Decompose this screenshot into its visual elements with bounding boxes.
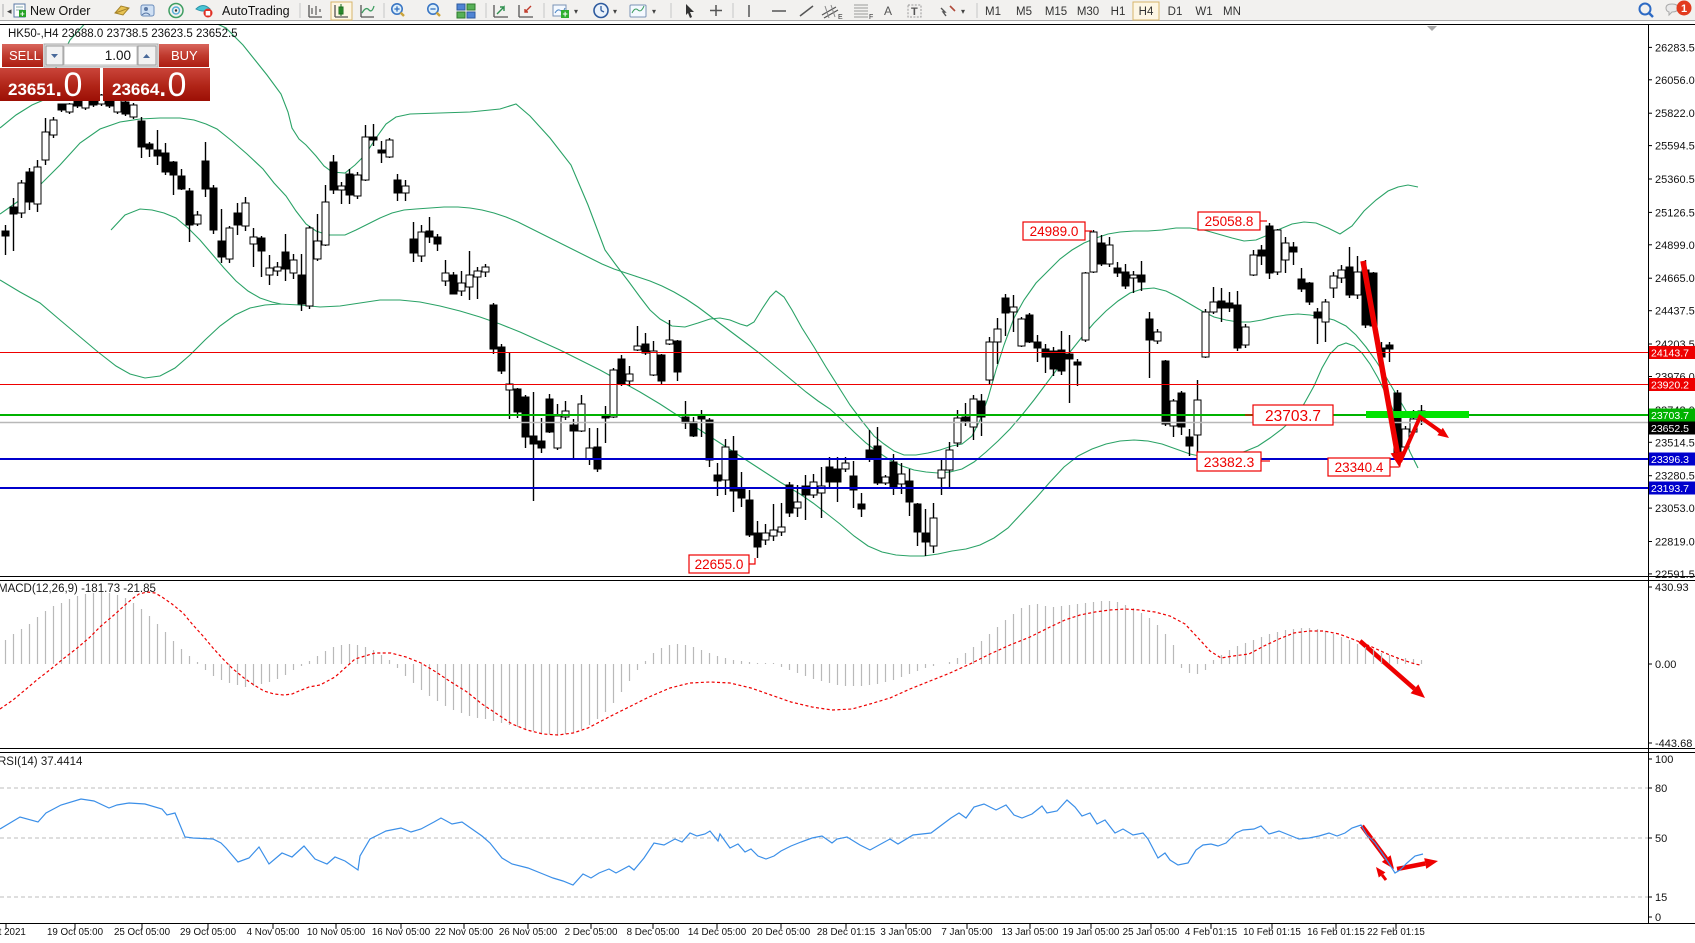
svg-text:F: F [869, 14, 873, 21]
svg-text:22591.5: 22591.5 [1655, 569, 1695, 581]
svg-text:10 Feb 01:15: 10 Feb 01:15 [1243, 927, 1301, 938]
svg-text:23651: 23651 [8, 80, 55, 99]
svg-text:10 Nov 05:00: 10 Nov 05:00 [307, 927, 366, 938]
svg-text:D1: D1 [1168, 6, 1183, 18]
svg-text:New Order: New Order [30, 4, 90, 18]
svg-text:23703.7: 23703.7 [1651, 410, 1689, 422]
svg-text:25 Jan 05:00: 25 Jan 05:00 [1123, 927, 1180, 938]
svg-text:H4: H4 [1139, 6, 1154, 18]
svg-text:3 Jan 05:00: 3 Jan 05:00 [880, 927, 932, 938]
svg-text:4 Feb 01:15: 4 Feb 01:15 [1185, 927, 1238, 938]
svg-text:13 Jan 05:00: 13 Jan 05:00 [1002, 927, 1059, 938]
svg-text:24665.0: 24665.0 [1655, 273, 1695, 285]
svg-text:23514.5: 23514.5 [1655, 437, 1695, 449]
svg-text:14 Dec 05:00: 14 Dec 05:00 [688, 927, 747, 938]
svg-text:23340.4: 23340.4 [1335, 460, 1384, 475]
svg-text:26 Nov 05:00: 26 Nov 05:00 [499, 927, 558, 938]
svg-text:4 Nov 05:00: 4 Nov 05:00 [247, 927, 300, 938]
svg-text:AutoTrading: AutoTrading [222, 4, 290, 18]
svg-text:BUY: BUY [171, 48, 198, 63]
svg-text:T: T [911, 6, 918, 18]
svg-text:24899.0: 24899.0 [1655, 240, 1695, 252]
svg-text:0: 0 [1655, 912, 1661, 924]
svg-text:25822.0: 25822.0 [1655, 108, 1695, 120]
svg-text:▾: ▾ [652, 7, 656, 16]
svg-text:23920.2: 23920.2 [1651, 380, 1689, 392]
svg-text:M5: M5 [1016, 6, 1032, 18]
svg-text:M15: M15 [1045, 6, 1067, 18]
svg-text:25360.5: 25360.5 [1655, 174, 1695, 186]
svg-text:23664: 23664 [112, 80, 160, 99]
svg-text:19 Jan 05:00: 19 Jan 05:00 [1063, 927, 1120, 938]
svg-text:23053.0: 23053.0 [1655, 503, 1695, 515]
svg-text:SELL: SELL [9, 48, 41, 63]
svg-text:20 Dec 05:00: 20 Dec 05:00 [752, 927, 811, 938]
svg-text:100: 100 [1655, 754, 1673, 766]
svg-text:25126.5: 25126.5 [1655, 207, 1695, 219]
svg-text:23280.5: 23280.5 [1655, 471, 1695, 483]
svg-text:23382.3: 23382.3 [1204, 454, 1255, 470]
svg-text:23396.3: 23396.3 [1651, 454, 1689, 466]
svg-text:19 Oct 05:00: 19 Oct 05:00 [47, 927, 104, 938]
svg-text:22655.0: 22655.0 [695, 557, 744, 572]
svg-text:+: + [563, 9, 568, 19]
svg-text:H1: H1 [1111, 6, 1126, 18]
svg-text:HK50-,H4 23688.0 23738.5 2362: HK50-,H4 23688.0 23738.5 23623.5 23652.5 [8, 28, 238, 40]
svg-text:24437.5: 24437.5 [1655, 306, 1695, 318]
svg-text:M1: M1 [985, 6, 1001, 18]
svg-text:MN: MN [1223, 6, 1241, 18]
svg-text:24989.0: 24989.0 [1030, 224, 1079, 239]
svg-text:M30: M30 [1077, 6, 1099, 18]
svg-text:A: A [884, 4, 892, 18]
svg-text:23193.7: 23193.7 [1651, 483, 1689, 495]
svg-text:◂: ◂ [7, 6, 12, 16]
svg-text:23703.7: 23703.7 [1265, 408, 1321, 425]
svg-text:25 Oct 05:00: 25 Oct 05:00 [114, 927, 171, 938]
svg-text:▾: ▾ [613, 7, 617, 16]
svg-text:.0: .0 [54, 66, 82, 104]
svg-text:Oct 2021: Oct 2021 [0, 927, 26, 938]
svg-text:50: 50 [1655, 833, 1667, 845]
svg-text:22 Feb 01:15: 22 Feb 01:15 [1367, 927, 1425, 938]
svg-text:1: 1 [1681, 3, 1687, 15]
svg-text:+: + [20, 10, 25, 19]
svg-text:25058.8: 25058.8 [1205, 214, 1254, 229]
svg-text:29 Oct 05:00: 29 Oct 05:00 [180, 927, 237, 938]
svg-text:7 Jan 05:00: 7 Jan 05:00 [941, 927, 993, 938]
svg-text:▾: ▾ [961, 7, 965, 16]
svg-text:22 Nov 05:00: 22 Nov 05:00 [435, 927, 494, 938]
svg-text:▾: ▾ [574, 7, 578, 16]
svg-text:W1: W1 [1195, 6, 1212, 18]
svg-text:15: 15 [1655, 892, 1667, 904]
svg-text:26056.0: 26056.0 [1655, 75, 1695, 87]
svg-text:8 Dec 05:00: 8 Dec 05:00 [627, 927, 680, 938]
svg-text:22819.0: 22819.0 [1655, 537, 1695, 549]
svg-text:25594.5: 25594.5 [1655, 141, 1695, 153]
svg-text:.0: .0 [158, 66, 186, 104]
svg-text:RSI(14) 37.4414: RSI(14) 37.4414 [0, 756, 83, 768]
svg-text:1.00: 1.00 [105, 48, 131, 63]
svg-text:MACD(12,26,9) -181.73 -21.85: MACD(12,26,9) -181.73 -21.85 [0, 583, 156, 595]
svg-text:28 Dec 01:15: 28 Dec 01:15 [817, 927, 876, 938]
svg-text:2 Dec 05:00: 2 Dec 05:00 [565, 927, 618, 938]
svg-text:0.00: 0.00 [1655, 659, 1676, 671]
svg-text:23652.5: 23652.5 [1651, 423, 1689, 435]
svg-text:80: 80 [1655, 783, 1667, 795]
svg-text:24143.7: 24143.7 [1651, 348, 1689, 360]
svg-text:430.93: 430.93 [1655, 582, 1689, 594]
svg-text:16 Feb 01:15: 16 Feb 01:15 [1307, 927, 1365, 938]
svg-text:16 Nov 05:00: 16 Nov 05:00 [372, 927, 431, 938]
svg-text:-443.68: -443.68 [1655, 738, 1692, 750]
svg-text:26283.5: 26283.5 [1655, 42, 1695, 54]
svg-text:E: E [838, 14, 843, 21]
